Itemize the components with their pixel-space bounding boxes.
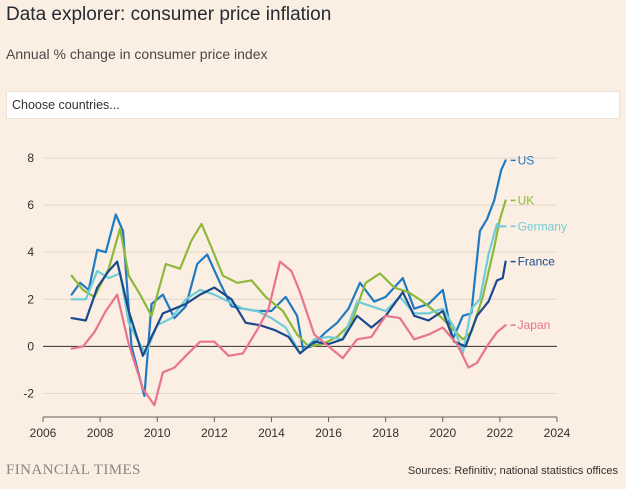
x-tick-label: 2006	[30, 426, 57, 440]
series-label-france: France	[518, 255, 556, 269]
page-subtitle: Annual % change in consumer price index	[6, 46, 268, 62]
series-label-germany: Germany	[518, 219, 567, 233]
series-label-uk: UK	[518, 193, 535, 207]
y-tick-label: 8	[27, 151, 34, 165]
series-line-us	[70, 159, 507, 397]
y-tick-label: 2	[27, 292, 34, 306]
y-tick-label: 6	[27, 198, 34, 212]
x-tick-label: 2010	[144, 426, 171, 440]
series-line-japan	[70, 260, 507, 407]
x-tick-label: 2018	[372, 426, 399, 440]
x-tick-label: 2024	[544, 426, 571, 440]
x-tick-label: 2022	[487, 426, 514, 440]
series-line-uk	[70, 199, 507, 348]
source-note: Sources: Refinitiv; national statistics …	[407, 465, 618, 477]
x-tick-label: 2016	[315, 426, 342, 440]
series-label-us: US	[518, 153, 535, 167]
x-tick-label: 2008	[87, 426, 114, 440]
page-title: Data explorer: consumer price inflation	[6, 4, 332, 25]
series-label-japan: Japan	[518, 318, 551, 332]
x-tick-label: 2012	[201, 426, 228, 440]
country-selector-input[interactable]: Choose countries...	[6, 91, 620, 119]
x-tick-label: 2020	[429, 426, 456, 440]
y-tick-label: 0	[27, 339, 34, 353]
inflation-line-chart: -2 0 2 4 6 8 2006 2008 2010 2012 2014 2016 2018 2020 2…	[23, 151, 571, 440]
ft-logo: FINANCIAL TIMES	[6, 462, 141, 478]
y-tick-label: -2	[23, 386, 34, 400]
y-tick-label: 4	[27, 245, 34, 259]
x-tick-label: 2014	[258, 426, 285, 440]
